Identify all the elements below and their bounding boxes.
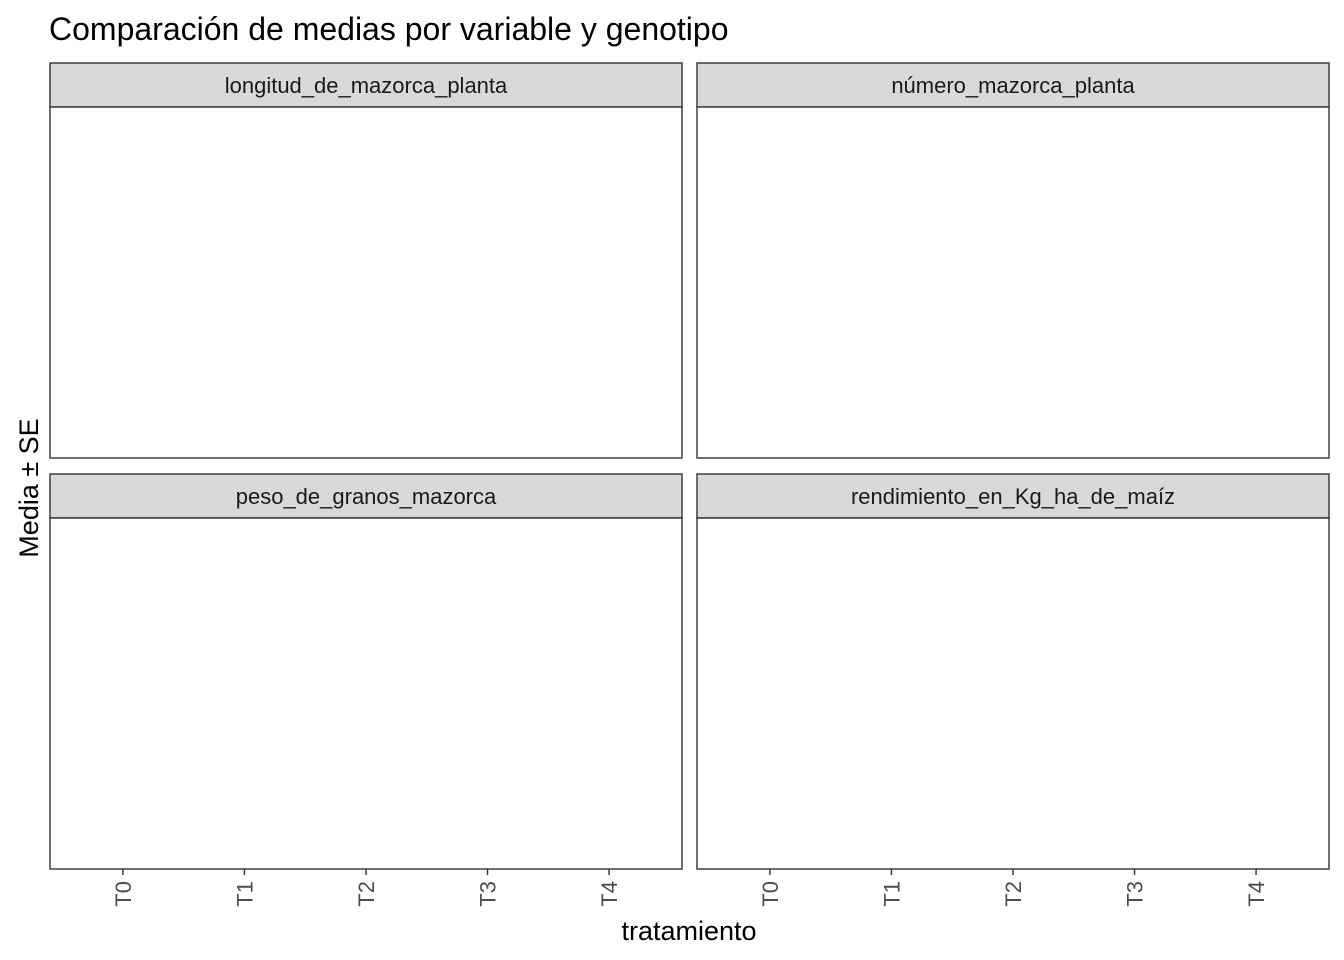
- facet-strip-label: peso_de_granos_mazorca: [236, 484, 497, 509]
- facet-strip-label: número_mazorca_planta: [891, 73, 1135, 98]
- facet-plot-area: [49, 517, 683, 870]
- x-tick-label: T3: [476, 881, 501, 907]
- x-tick-label: T3: [1123, 881, 1148, 907]
- facet-strip-label: longitud_de_mazorca_planta: [225, 73, 508, 98]
- x-tick-label: T2: [1001, 881, 1026, 907]
- x-tick-label: T2: [354, 881, 379, 907]
- facet-panel: peso_de_granos_mazorca T0 T1 T2 T3 T4: [49, 473, 683, 907]
- x-tick-label: T4: [597, 881, 622, 907]
- chart-title: Comparación de medias por variable y gen…: [49, 11, 729, 47]
- x-tick-label: T0: [758, 881, 783, 907]
- x-tick-label: T0: [111, 881, 136, 907]
- x-tick-label: T4: [1244, 881, 1269, 907]
- facet-panel: número_mazorca_planta: [696, 62, 1330, 459]
- facet-strip-label: rendimiento_en_Kg_ha_de_maíz: [851, 484, 1175, 509]
- facet-plot-area: [696, 106, 1330, 459]
- facet-strip: [696, 62, 1330, 108]
- facet-panel: longitud_de_mazorca_planta: [49, 62, 683, 459]
- facet-strip: [696, 473, 1330, 519]
- x-tick-label: T1: [232, 881, 257, 907]
- y-axis-title: Media ± SE: [14, 418, 44, 557]
- facet-panels: longitud_de_mazorca_planta número_mazorca…: [49, 62, 1330, 907]
- x-tick-label: T1: [879, 881, 904, 907]
- facet-plot-area: [696, 517, 1330, 870]
- x-axis-title: tratamiento: [621, 916, 756, 946]
- facet-panel: rendimiento_en_Kg_ha_de_maíz T0 T1 T2 T3 T4: [696, 473, 1330, 907]
- facet-strip: [49, 62, 683, 108]
- facet-strip: [49, 473, 683, 519]
- facet-plot-area: [49, 106, 683, 459]
